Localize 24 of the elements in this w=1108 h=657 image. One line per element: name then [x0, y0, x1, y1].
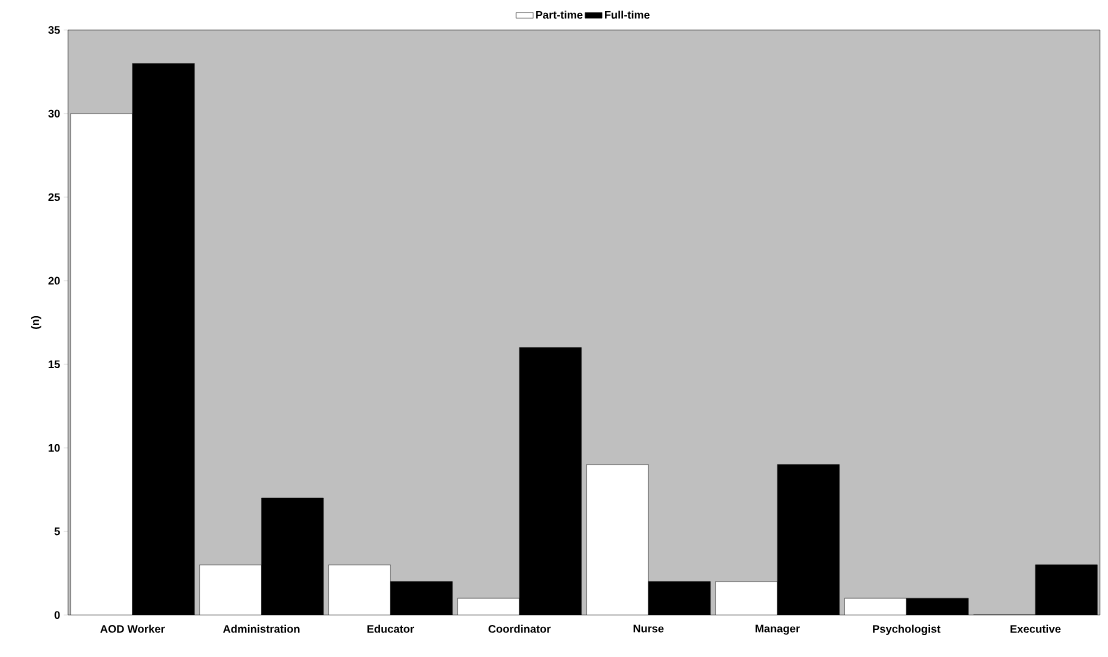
x-tick-label: AOD Worker — [100, 624, 165, 633]
y-tick-label: 35 — [48, 26, 60, 34]
x-tick-label: Educator — [367, 624, 415, 633]
bar — [199, 564, 262, 615]
y-tick-label: 30 — [48, 109, 60, 118]
x-tick-label: Psychologist — [873, 624, 941, 636]
x-tick-label: Nurse — [633, 624, 664, 633]
y-tick-label: 15 — [48, 360, 60, 369]
x-tick-label: Executive — [1010, 624, 1061, 633]
y-tick-label: 0 — [54, 611, 60, 619]
bar — [586, 464, 649, 615]
y-tick-label: 5 — [54, 527, 60, 536]
y-tick-label: 25 — [48, 193, 60, 202]
y-tick-label: 10 — [48, 443, 60, 452]
legend-label: Part-time — [536, 10, 583, 19]
x-tick-label: Coordinator — [488, 624, 551, 633]
x-tick-label: Administration — [223, 624, 300, 633]
bar — [70, 113, 133, 615]
bar — [328, 564, 391, 615]
x-tick-label: Manager — [755, 624, 800, 635]
y-axis-title: (n) — [30, 316, 42, 329]
bar — [715, 581, 778, 615]
y-tick-label: 20 — [48, 276, 60, 285]
legend-label: Full-time — [605, 10, 650, 19]
